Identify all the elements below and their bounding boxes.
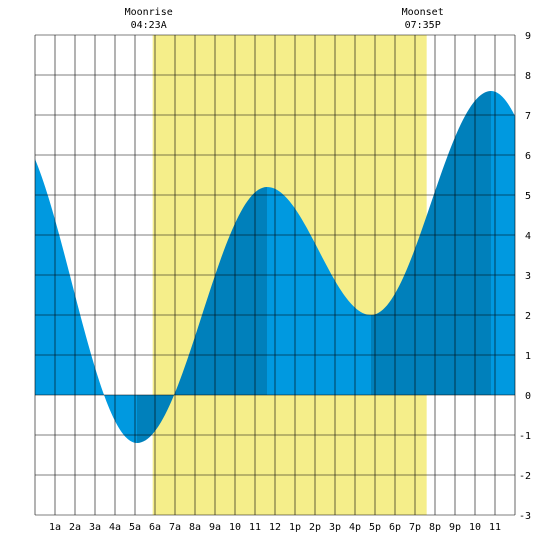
moonset-time: 07:35P	[405, 20, 441, 31]
x-tick-label: 6p	[389, 522, 401, 533]
x-tick-label: 6a	[149, 522, 161, 533]
y-tick-label: 0	[525, 391, 531, 402]
tide-segment	[371, 91, 491, 395]
x-tick-label: 12	[269, 522, 281, 533]
x-tick-label: 4p	[349, 522, 361, 533]
tide-segment	[491, 91, 515, 395]
x-tick-label: 5p	[369, 522, 381, 533]
y-tick-label: 9	[525, 31, 531, 42]
x-tick-label: 1a	[49, 522, 61, 533]
y-tick-label: -1	[519, 431, 531, 442]
x-tick-label: 4a	[109, 522, 121, 533]
y-tick-label: 7	[525, 111, 531, 122]
x-tick-label: 2a	[69, 522, 81, 533]
x-axis-ticks: 1a 2a 3a 4a 5a 6a 7a 8a 9a 10 11 12 1p 2p 3p 4p 5p 6p 7p 8p…	[49, 522, 501, 533]
x-tick-label: 7p	[409, 522, 421, 533]
y-tick-label: 2	[525, 311, 531, 322]
x-tick-label: 5a	[129, 522, 141, 533]
x-tick-label: 10	[229, 522, 241, 533]
y-tick-label: 3	[525, 271, 531, 282]
x-tick-label: 11	[249, 522, 261, 533]
y-axis-ticks: -3 -2 -1 0 1 2 3 4 5 6 7 8 9	[519, 31, 531, 522]
y-tick-label: 6	[525, 151, 531, 162]
y-tick-label: -2	[519, 471, 531, 482]
x-tick-label: 8p	[429, 522, 441, 533]
moonrise-label: Moonrise	[125, 7, 173, 18]
y-tick-label: 4	[525, 231, 531, 242]
tide-segment	[267, 187, 371, 395]
x-tick-label: 3p	[329, 522, 341, 533]
moonrise-annotation: Moonrise 04:23A	[125, 7, 173, 31]
x-tick-label: 8a	[189, 522, 201, 533]
y-tick-label: 1	[525, 351, 531, 362]
tide-segment	[35, 159, 137, 443]
y-tick-label: 8	[525, 71, 531, 82]
x-tick-label: 11	[489, 522, 501, 533]
x-tick-label: 3a	[89, 522, 101, 533]
moonset-label: Moonset	[402, 7, 444, 18]
moonset-annotation: Moonset 07:35P	[402, 7, 444, 31]
moonrise-time: 04:23A	[131, 20, 167, 31]
grid-lines	[34, 34, 516, 516]
x-tick-label: 9p	[449, 522, 461, 533]
x-tick-label: 7a	[169, 522, 181, 533]
y-tick-label: -3	[519, 511, 531, 522]
x-tick-label: 10	[469, 522, 481, 533]
x-tick-label: 2p	[309, 522, 321, 533]
x-tick-label: 1p	[289, 522, 301, 533]
y-tick-label: 5	[525, 191, 531, 202]
x-tick-label: 9a	[209, 522, 221, 533]
